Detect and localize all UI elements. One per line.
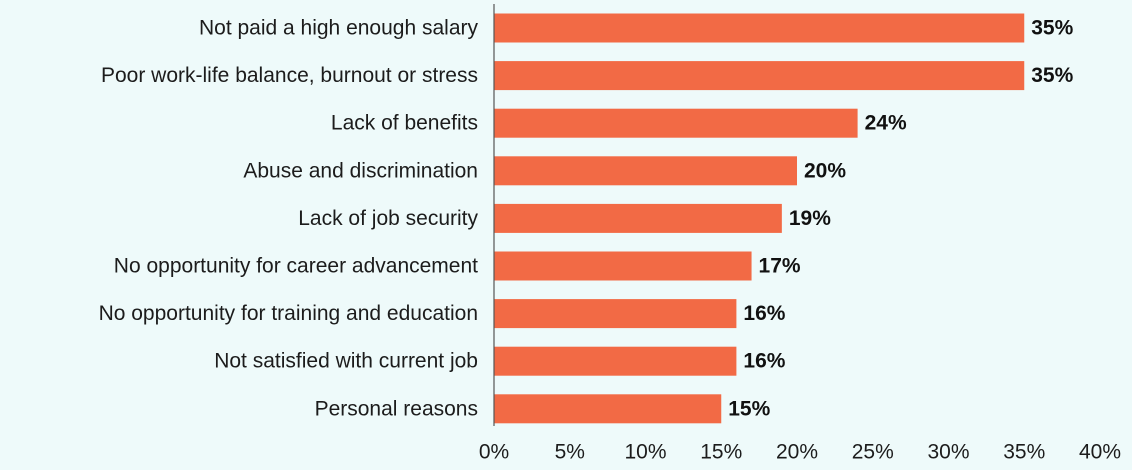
x-tick-label: 10%: [624, 441, 666, 464]
x-tick-labels-group: 0% 5% 10% 15% 20% 25% 30% 35% 40%: [479, 441, 1121, 464]
category-label: Lack of benefits: [331, 112, 478, 135]
x-tick-label: 35%: [1003, 441, 1045, 464]
category-label: No opportunity for career advancement: [114, 255, 478, 278]
x-tick-label: 25%: [852, 441, 894, 464]
value-label: 17%: [759, 255, 801, 278]
category-label: Not satisfied with current job: [214, 350, 478, 373]
category-label: Not paid a high enough salary: [199, 17, 479, 40]
x-tick-label: 20%: [776, 441, 818, 464]
bar: [494, 394, 722, 424]
x-tick-label: 0%: [479, 441, 509, 464]
value-label: 35%: [1031, 64, 1073, 87]
x-tick-label: 5%: [555, 441, 585, 464]
x-tick-label: 40%: [1079, 441, 1121, 464]
value-label: 35%: [1031, 17, 1073, 40]
category-label: No opportunity for training and educatio…: [99, 302, 478, 325]
category-label: Personal reasons: [315, 397, 478, 420]
bar: [494, 156, 797, 186]
bar: [494, 251, 752, 281]
x-tick-label: 15%: [700, 441, 742, 464]
value-label: 16%: [743, 302, 785, 325]
value-label: 19%: [789, 207, 831, 230]
bar: [494, 13, 1025, 43]
bar: [494, 203, 782, 233]
category-label: Abuse and discrimination: [243, 159, 478, 182]
bar: [494, 299, 737, 329]
bar: [494, 346, 737, 376]
bar: [494, 108, 858, 138]
value-label: 20%: [804, 159, 846, 182]
bars-group: [494, 13, 1025, 424]
category-labels-group: Not paid a high enough salary Poor work-l…: [99, 17, 479, 421]
category-label: Poor work-life balance, burnout or stres…: [101, 64, 478, 87]
category-label: Lack of job security: [298, 207, 478, 230]
x-tick-label: 30%: [927, 441, 969, 464]
value-labels-group: 35% 35% 24% 20% 19% 17% 16% 16% 15%: [728, 17, 1073, 421]
value-label: 24%: [865, 112, 907, 135]
value-label: 16%: [743, 350, 785, 373]
bar: [494, 61, 1025, 91]
value-label: 15%: [728, 397, 770, 420]
